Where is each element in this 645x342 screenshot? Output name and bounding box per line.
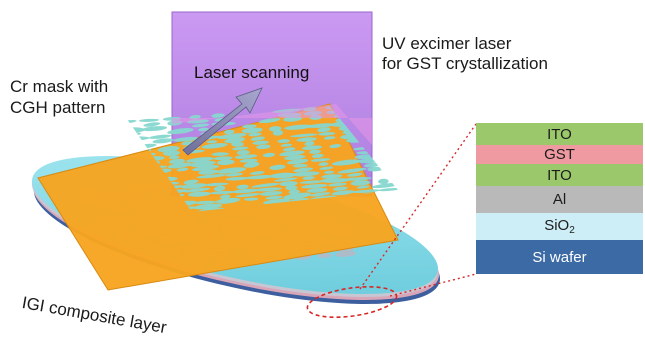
scanning-label: Laser scanning — [194, 63, 310, 82]
stack-layer-ito: ITO — [476, 123, 643, 145]
stack-layer-al: Al — [476, 186, 643, 213]
stack-layer-label: GST — [544, 146, 575, 163]
stack-layer-label: Si wafer — [532, 248, 587, 266]
scan-direction-arrow — [182, 87, 263, 156]
mask-label-line2: CGH pattern — [10, 98, 106, 117]
stack-layer-si-wafer: Si wafer — [476, 240, 643, 274]
stack-layer-label: Al — [552, 191, 567, 208]
stack-layer-gst: GST — [476, 145, 643, 164]
mask-label-line1: Cr mask with — [10, 77, 109, 96]
stack-layer-ito: ITO — [476, 164, 643, 186]
stack-layer-label: SiO2 — [544, 217, 575, 236]
layer-stack: ITO GST ITO Al SiO2 Si wafer — [476, 123, 643, 274]
callout-highlight — [306, 123, 477, 319]
stack-layer-label: ITO — [547, 125, 572, 143]
stack-layer-label: ITO — [547, 166, 572, 184]
laser-label-line2: for GST crystallization — [382, 54, 548, 73]
stack-layer-sio: SiO2 — [476, 213, 643, 240]
laser-label-line1: UV excimer laser — [382, 34, 512, 53]
laser-mask-intersection — [172, 104, 372, 145]
